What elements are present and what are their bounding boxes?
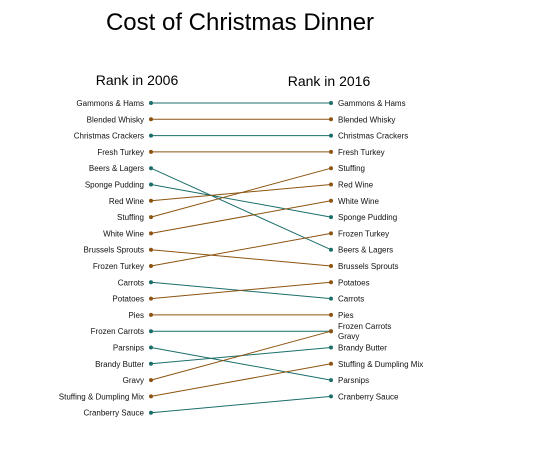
right-label-white-wine: White Wine — [338, 197, 379, 206]
right-column-heading: Rank in 2016 — [288, 73, 371, 89]
right-dot-carrots — [329, 296, 333, 301]
right-dot-christmas-crackers — [329, 133, 333, 138]
slope-line-parsnips — [150, 347, 332, 381]
right-dot-parsnips — [329, 378, 333, 383]
left-dot-brandy-butter — [149, 361, 153, 366]
left-label-blended-whisky: Blended Whisky — [87, 115, 144, 124]
slope-line-stuffing — [150, 167, 332, 218]
right-label-fresh-turkey: Fresh Turkey — [338, 148, 385, 157]
slope-line-beers-and-lagers — [150, 167, 332, 251]
right-dot-blended-whisky — [329, 117, 333, 122]
left-label-potatoes: Potatoes — [112, 295, 144, 304]
right-label-carrots: Carrots — [338, 295, 364, 304]
left-label-fresh-turkey: Fresh Turkey — [97, 148, 144, 157]
left-label-white-wine: White Wine — [103, 229, 144, 238]
left-dot-pies — [149, 312, 153, 317]
right-dot-white-wine — [329, 198, 333, 203]
slope-line-white-wine — [150, 200, 332, 234]
right-dot-sponge-pudding — [329, 215, 333, 220]
left-rank-dots — [149, 101, 153, 415]
right-dot-frozen-turkey — [329, 231, 333, 236]
left-dot-red-wine — [149, 198, 153, 203]
right-label-christmas-crackers: Christmas Crackers — [338, 132, 408, 141]
left-dot-gravy — [149, 378, 153, 383]
right-dot-gammons-and-hams — [329, 101, 333, 105]
right-label-stuffing-and-dumpling-mix: Stuffing & Dumpling Mix — [338, 360, 423, 369]
left-dot-brussels-sprouts — [149, 247, 153, 252]
left-label-frozen-turkey: Frozen Turkey — [93, 262, 144, 271]
right-label-stuffing: Stuffing — [338, 164, 365, 173]
right-label-gammons-and-hams: Gammons & Hams — [338, 99, 406, 108]
right-label-gravy: Gravy — [338, 332, 359, 341]
left-label-beers-and-lagers: Beers & Lagers — [89, 164, 144, 173]
left-label-brandy-butter: Brandy Butter — [95, 360, 144, 369]
right-dot-red-wine — [329, 182, 333, 187]
left-dot-stuffing — [149, 215, 153, 220]
left-label-frozen-carrots: Frozen Carrots — [91, 327, 144, 336]
slope-line-gravy — [150, 330, 332, 381]
left-column-heading: Rank in 2006 — [96, 72, 179, 88]
left-label-brussels-sprouts: Brussels Sprouts — [84, 246, 144, 255]
left-dot-gammons-and-hams — [149, 101, 153, 105]
right-dot-beers-and-lagers — [329, 247, 333, 252]
slope-line-potatoes — [150, 281, 332, 300]
left-dot-frozen-carrots — [149, 329, 153, 334]
right-label-beers-and-lagers: Beers & Lagers — [338, 246, 393, 255]
right-label-red-wine: Red Wine — [338, 181, 374, 190]
right-dot-brussels-sprouts — [329, 264, 333, 268]
right-label-sponge-pudding: Sponge Pudding — [338, 213, 397, 222]
right-dot-potatoes — [329, 280, 333, 285]
left-dot-beers-and-lagers — [149, 166, 153, 171]
slope-lines — [150, 102, 332, 414]
right-dot-stuffing-and-dumpling-mix — [329, 361, 333, 366]
left-dot-fresh-turkey — [149, 149, 153, 154]
right-rank-dots — [329, 101, 333, 399]
left-label-stuffing-and-dumpling-mix: Stuffing & Dumpling Mix — [59, 392, 144, 401]
right-dot-brandy-butter — [329, 345, 333, 350]
left-label-pies: Pies — [128, 311, 144, 320]
left-dot-parsnips — [149, 345, 153, 350]
left-label-parsnips: Parsnips — [113, 344, 144, 353]
left-dot-frozen-turkey — [149, 264, 153, 268]
left-dot-cranberry-sauce — [149, 410, 153, 415]
left-label-sponge-pudding: Sponge Pudding — [85, 181, 144, 190]
left-label-carrots: Carrots — [118, 278, 144, 287]
right-label-frozen-carrots: Frozen Carrots — [338, 322, 391, 331]
right-label-frozen-turkey: Frozen Turkey — [338, 229, 389, 238]
right-label-cranberry-sauce: Cranberry Sauce — [338, 392, 399, 401]
right-label-potatoes: Potatoes — [338, 278, 370, 287]
right-label-blended-whisky: Blended Whisky — [338, 115, 395, 124]
chart-title: Cost of Christmas Dinner — [106, 9, 374, 36]
left-label-christmas-crackers: Christmas Crackers — [74, 132, 144, 141]
right-dot-stuffing — [329, 166, 333, 171]
left-dot-sponge-pudding — [149, 182, 153, 187]
right-label-parsnips: Parsnips — [338, 376, 369, 385]
right-dot-fresh-turkey — [329, 149, 333, 154]
right-dot-gravy — [329, 329, 333, 334]
slope-line-frozen-turkey — [150, 232, 332, 267]
right-label-brandy-butter: Brandy Butter — [338, 344, 387, 353]
right-dot-pies — [329, 312, 333, 317]
left-dot-potatoes — [149, 296, 153, 301]
left-label-stuffing: Stuffing — [117, 213, 144, 222]
left-dot-christmas-crackers — [149, 133, 153, 138]
right-rank-labels: Gammons & Hams Blended Whisky Christmas Cr… — [338, 99, 423, 401]
left-label-gravy: Gravy — [123, 376, 144, 385]
right-label-brussels-sprouts: Brussels Sprouts — [338, 262, 398, 271]
slope-line-sponge-pudding — [150, 184, 332, 218]
left-dot-white-wine — [149, 231, 153, 236]
slope-line-brussels-sprouts — [150, 249, 332, 267]
left-rank-labels: Gammons & Hams Blended Whisky Christmas Cr… — [59, 99, 145, 418]
left-label-red-wine: Red Wine — [109, 197, 145, 206]
right-dot-cranberry-sauce — [329, 394, 333, 399]
slope-line-stuffing-and-dumpling-mix — [150, 363, 332, 397]
right-label-pies: Pies — [338, 311, 354, 320]
left-dot-carrots — [149, 280, 153, 285]
left-label-gammons-and-hams: Gammons & Hams — [76, 99, 144, 108]
left-dot-blended-whisky — [149, 117, 153, 122]
slope-line-cranberry-sauce — [150, 395, 332, 414]
left-dot-stuffing-and-dumpling-mix — [149, 394, 153, 399]
left-label-cranberry-sauce: Cranberry Sauce — [84, 409, 145, 418]
